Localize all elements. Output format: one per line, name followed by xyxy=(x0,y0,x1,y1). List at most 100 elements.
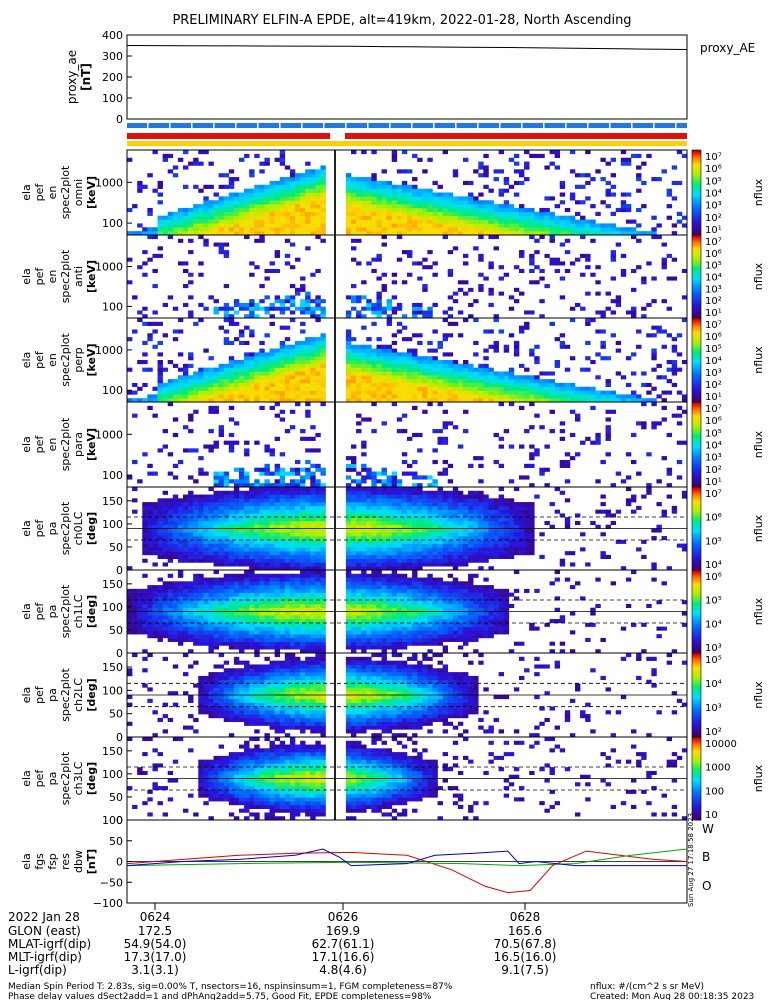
flux-cell xyxy=(656,177,662,182)
flux-cell xyxy=(437,204,443,209)
flux-cell xyxy=(417,310,423,315)
flux-cell xyxy=(468,524,474,529)
flux-cell xyxy=(376,536,382,541)
flux-cell xyxy=(147,207,153,213)
flux-cell xyxy=(503,180,510,186)
colorbar-segment xyxy=(692,395,701,399)
flux-cell xyxy=(468,379,474,384)
flux-cell xyxy=(345,494,352,499)
flux-cell xyxy=(351,459,357,465)
flux-cell xyxy=(407,204,413,209)
flux-cell xyxy=(412,207,418,213)
flux-cell xyxy=(305,554,311,559)
flux-cell xyxy=(228,219,235,224)
flux-cell xyxy=(305,413,311,418)
flux-cell xyxy=(152,150,158,155)
flux-cell xyxy=(417,215,423,220)
flux-cell xyxy=(508,227,515,232)
flux-cell xyxy=(396,235,403,240)
flux-cell xyxy=(274,352,281,357)
flux-cell xyxy=(264,371,270,376)
flux-cell xyxy=(213,475,219,480)
colorbar-segment xyxy=(692,559,701,563)
flux-cell xyxy=(463,253,469,258)
flux-cell xyxy=(213,532,219,537)
flux-cell xyxy=(213,409,219,414)
flux-cell xyxy=(569,318,576,323)
flux-cell xyxy=(198,498,204,503)
flux-cell xyxy=(356,352,362,357)
flux-cell xyxy=(396,539,403,544)
flux-cell xyxy=(636,231,642,236)
flux-cell xyxy=(422,494,428,499)
flux-cell xyxy=(162,223,169,228)
flux-cell xyxy=(524,367,530,372)
flux-cell xyxy=(590,318,596,323)
flux-cell xyxy=(264,543,270,548)
flux-cell xyxy=(274,356,281,361)
flux-cell xyxy=(457,558,464,563)
flux-cell xyxy=(503,219,510,224)
flux-cell xyxy=(254,498,260,503)
flux-cell xyxy=(544,390,550,395)
flux-cell xyxy=(468,505,474,510)
flux-cell xyxy=(264,483,270,488)
flux-cell xyxy=(279,211,286,216)
flux-cell xyxy=(468,375,474,380)
flux-cell xyxy=(498,463,505,468)
flux-cell xyxy=(274,536,281,541)
flux-cell xyxy=(259,367,265,372)
flux-cell xyxy=(401,231,408,236)
flux-cell xyxy=(356,227,362,232)
flux-cell xyxy=(213,192,219,197)
flux-cell xyxy=(305,207,311,213)
flux-cell xyxy=(610,513,617,518)
flux-cell xyxy=(656,502,662,507)
flux-cell xyxy=(468,502,474,507)
flux-cell xyxy=(676,405,683,411)
flux-cell xyxy=(401,184,408,189)
flux-cell xyxy=(269,386,275,391)
flux-cell xyxy=(366,562,372,567)
flux-cell xyxy=(218,379,225,384)
flux-cell xyxy=(361,520,367,526)
flux-cell xyxy=(366,337,372,342)
flux-cell xyxy=(463,280,469,285)
colorbar-segment xyxy=(692,438,701,441)
flux-cell xyxy=(473,299,479,304)
flux-cell xyxy=(513,287,520,292)
colorbar-label: nflux xyxy=(752,178,765,206)
flux-cell xyxy=(483,536,489,541)
flux-cell xyxy=(417,562,423,567)
flux-cell xyxy=(432,371,438,376)
flux-cell xyxy=(152,471,158,476)
flux-cell xyxy=(519,444,525,449)
flux-cell xyxy=(213,444,219,449)
flux-cell xyxy=(284,352,291,357)
flux-cell xyxy=(361,367,367,372)
flux-cell xyxy=(473,532,479,537)
flux-cell xyxy=(172,379,179,384)
flux-cell xyxy=(493,394,499,399)
flux-cell xyxy=(218,536,225,541)
flux-cell xyxy=(427,547,433,552)
flux-cell xyxy=(305,471,311,476)
flux-cell xyxy=(284,509,291,514)
flux-cell xyxy=(671,413,678,418)
flux-cell xyxy=(554,390,561,395)
flux-cell xyxy=(289,348,296,353)
flux-cell xyxy=(371,375,377,380)
flux-cell xyxy=(534,390,540,395)
colorbar-segment xyxy=(692,150,701,153)
flux-cell xyxy=(259,306,265,311)
flux-cell xyxy=(569,227,576,232)
flux-cell xyxy=(315,528,321,533)
flux-cell xyxy=(386,505,393,510)
flux-cell xyxy=(437,200,443,205)
flux-cell xyxy=(310,337,316,342)
flux-cell xyxy=(147,235,153,240)
flux-cell xyxy=(259,467,265,472)
flux-cell xyxy=(264,509,270,514)
proxy-ae-tick-label: 300 xyxy=(102,50,123,63)
flux-cell xyxy=(177,528,184,533)
